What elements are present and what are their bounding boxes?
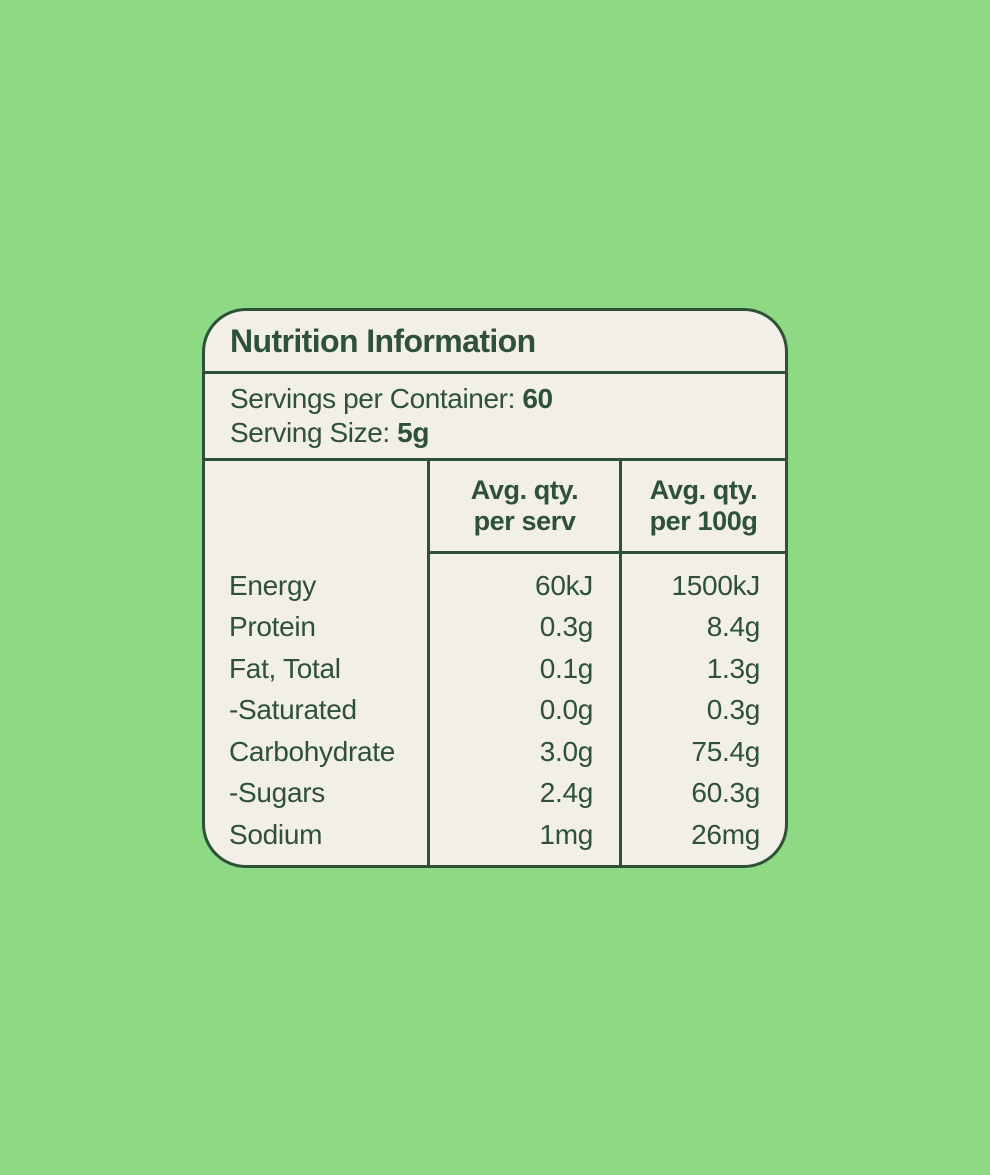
serving-size-value: 5g xyxy=(397,417,430,448)
serving-size-line: Serving Size: 5g xyxy=(230,416,785,450)
nutrient-label: -Sugars xyxy=(229,777,325,809)
value-per-serv: 2.4g xyxy=(539,777,594,809)
nutrient-label: Carbohydrate xyxy=(229,735,396,767)
panel-title: Nutrition Information xyxy=(205,311,785,374)
nutrient-label: Fat, Total xyxy=(229,652,341,684)
value-per-100g: 8.4g xyxy=(706,611,761,643)
nutrition-table: Energy Protein Fat, Total -Saturated Car… xyxy=(205,461,785,865)
servings-section: Servings per Container: 60 Serving Size:… xyxy=(205,374,785,461)
value-per-serv: 0.3g xyxy=(539,611,594,643)
value-per-100g: 1.3g xyxy=(706,652,761,684)
value-per-serv: 60kJ xyxy=(535,569,593,601)
nutrition-panel: Nutrition Information Servings per Conta… xyxy=(202,308,788,868)
value-per-100g: 75.4g xyxy=(691,735,760,767)
servings-per-container-value: 60 xyxy=(522,383,553,414)
value-per-100g: 26mg xyxy=(691,818,760,850)
column-nutrients: Energy Protein Fat, Total -Saturated Car… xyxy=(205,461,427,865)
value-per-serv: 0.1g xyxy=(539,652,594,684)
value-per-serv: 1mg xyxy=(539,818,593,850)
nutrient-label: Sodium xyxy=(229,818,323,850)
value-per-serv: 3.0g xyxy=(539,735,594,767)
value-per-serv: 0.0g xyxy=(539,694,594,726)
value-per-100g: 60.3g xyxy=(691,777,760,809)
column-per-100g: Avg. qty. per 100g 1500kJ 8.4g 1.3g 0.3g… xyxy=(619,461,785,865)
value-per-100g: 1500kJ xyxy=(671,569,761,601)
nutrient-labels: Energy Protein Fat, Total -Saturated Car… xyxy=(205,554,427,856)
per-100g-values: 1500kJ 8.4g 1.3g 0.3g 75.4g 60.3g 26mg xyxy=(622,554,785,856)
per-serv-values: 60kJ 0.3g 0.1g 0.0g 3.0g 2.4g 1mg xyxy=(430,554,619,856)
serving-size-label: Serving Size: xyxy=(230,417,398,448)
servings-per-container-label: Servings per Container: xyxy=(230,383,523,414)
servings-per-container-line: Servings per Container: 60 xyxy=(230,382,785,416)
nutrient-label: Protein xyxy=(229,611,316,643)
nutrient-label: -Saturated xyxy=(229,694,357,726)
nutrient-label: Energy xyxy=(229,569,316,601)
header-per-serv: Avg. qty. per serv xyxy=(430,461,619,554)
value-per-100g: 0.3g xyxy=(706,694,761,726)
header-empty-cell xyxy=(205,461,427,554)
header-per-100g: Avg. qty. per 100g xyxy=(622,461,785,554)
column-per-serv: Avg. qty. per serv 60kJ 0.3g 0.1g 0.0g 3… xyxy=(427,461,619,865)
